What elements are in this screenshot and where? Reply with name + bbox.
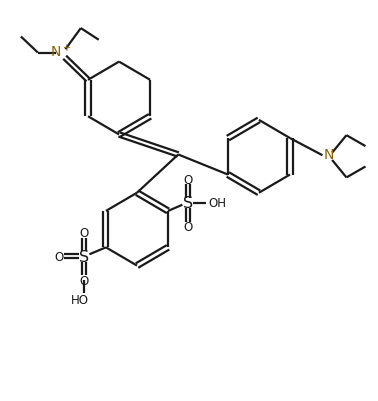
Text: O: O [79,227,88,240]
Text: O: O [55,250,64,263]
Text: O: O [79,274,88,287]
Text: N: N [323,148,334,162]
Text: S: S [79,249,89,264]
Text: OH: OH [208,197,226,210]
Text: N$^+$: N$^+$ [50,43,71,61]
Text: S: S [183,196,193,211]
Text: HO: HO [70,293,88,306]
Text: O: O [183,221,192,233]
Text: O: O [183,173,192,186]
